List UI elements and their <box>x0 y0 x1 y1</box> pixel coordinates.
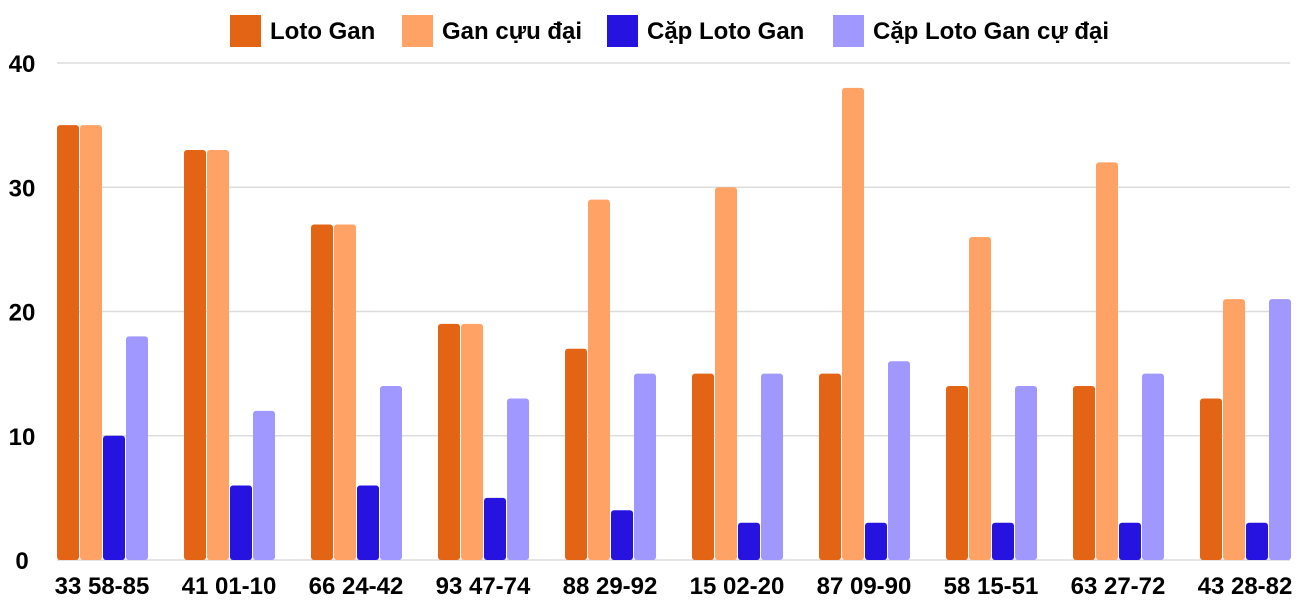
x-tick-label: 43 28-82 <box>1198 573 1293 600</box>
bar-1 <box>1073 386 1095 560</box>
x-tick-label: 15 02-20 <box>690 573 785 600</box>
bar-4 <box>1015 386 1037 560</box>
y-tick-label: 30 <box>9 175 36 202</box>
legend-item: Gan cựu đại <box>402 15 582 47</box>
bar-1 <box>819 373 841 560</box>
bar-3 <box>1246 522 1268 560</box>
x-tick-label: 88 29-92 <box>563 573 658 600</box>
legend-swatch <box>402 15 433 47</box>
legend-label: Loto Gan <box>270 18 375 45</box>
bar-3 <box>865 522 887 560</box>
bar-4 <box>507 398 529 560</box>
bar-4 <box>888 361 910 560</box>
legend: Loto Gan Gan cựu đại Cặp Loto Gan Cặp Loto … <box>230 15 1109 47</box>
legend-item: Cặp Loto Gan cự đại <box>833 15 1109 47</box>
bar-4 <box>1142 373 1164 560</box>
y-tick-label: 40 <box>9 51 36 78</box>
bar-2 <box>207 149 229 560</box>
bar-3 <box>738 522 760 560</box>
bar-3 <box>484 497 506 560</box>
x-tick-label: 58 15-51 <box>944 573 1039 600</box>
legend-label: Gan cựu đại <box>442 18 582 45</box>
bar-4 <box>253 410 275 560</box>
legend-label: Cặp Loto Gan cự đại <box>873 18 1109 45</box>
x-axis-ticks: 33 58-85 41 01-10 66 24-42 93 47-74 88 29-92… <box>55 573 1293 600</box>
x-tick-label: 63 27-72 <box>1071 573 1166 600</box>
legend-label: Cặp Loto Gan <box>647 18 804 45</box>
bar-2 <box>334 224 356 560</box>
bar-4 <box>634 373 656 560</box>
y-tick-label: 0 <box>15 548 28 575</box>
bar-1 <box>692 373 714 560</box>
bar-3 <box>1119 522 1141 560</box>
y-tick-label: 10 <box>9 424 36 451</box>
bar-4 <box>380 386 402 560</box>
bars <box>57 87 1291 561</box>
legend-swatch <box>607 15 638 47</box>
bar-3 <box>230 485 252 560</box>
bar-2 <box>969 236 991 560</box>
bar-3 <box>357 485 379 560</box>
legend-item: Cặp Loto Gan <box>607 15 804 47</box>
x-tick-label: 87 09-90 <box>817 573 912 600</box>
bar-1 <box>1200 398 1222 560</box>
bar-2 <box>80 125 102 560</box>
bar-4 <box>761 373 783 560</box>
x-tick-label: 41 01-10 <box>182 573 277 600</box>
bar-3 <box>611 510 633 560</box>
bar-1 <box>438 323 460 560</box>
bar-2 <box>1223 299 1245 560</box>
bar-4 <box>126 336 148 560</box>
bar-2 <box>715 187 737 560</box>
bar-3 <box>992 522 1014 560</box>
bar-1 <box>57 125 79 560</box>
bar-3 <box>103 435 125 560</box>
bar-1 <box>184 149 206 560</box>
bar-2 <box>842 87 864 560</box>
y-tick-label: 20 <box>9 300 36 327</box>
legend-item: Loto Gan <box>230 15 375 47</box>
bar-1 <box>946 386 968 560</box>
y-axis-ticks: 0 10 20 30 40 <box>9 51 36 575</box>
x-tick-label: 93 47-74 <box>436 573 531 600</box>
legend-swatch <box>833 15 864 47</box>
bar-4 <box>1269 299 1291 560</box>
bar-1 <box>311 224 333 560</box>
x-tick-label: 33 58-85 <box>55 573 150 600</box>
bar-2 <box>1096 162 1118 560</box>
bar-1 <box>565 348 587 560</box>
bar-2 <box>588 199 610 561</box>
x-tick-label: 66 24-42 <box>309 573 404 600</box>
legend-swatch <box>230 15 261 47</box>
bar-2 <box>461 323 483 560</box>
